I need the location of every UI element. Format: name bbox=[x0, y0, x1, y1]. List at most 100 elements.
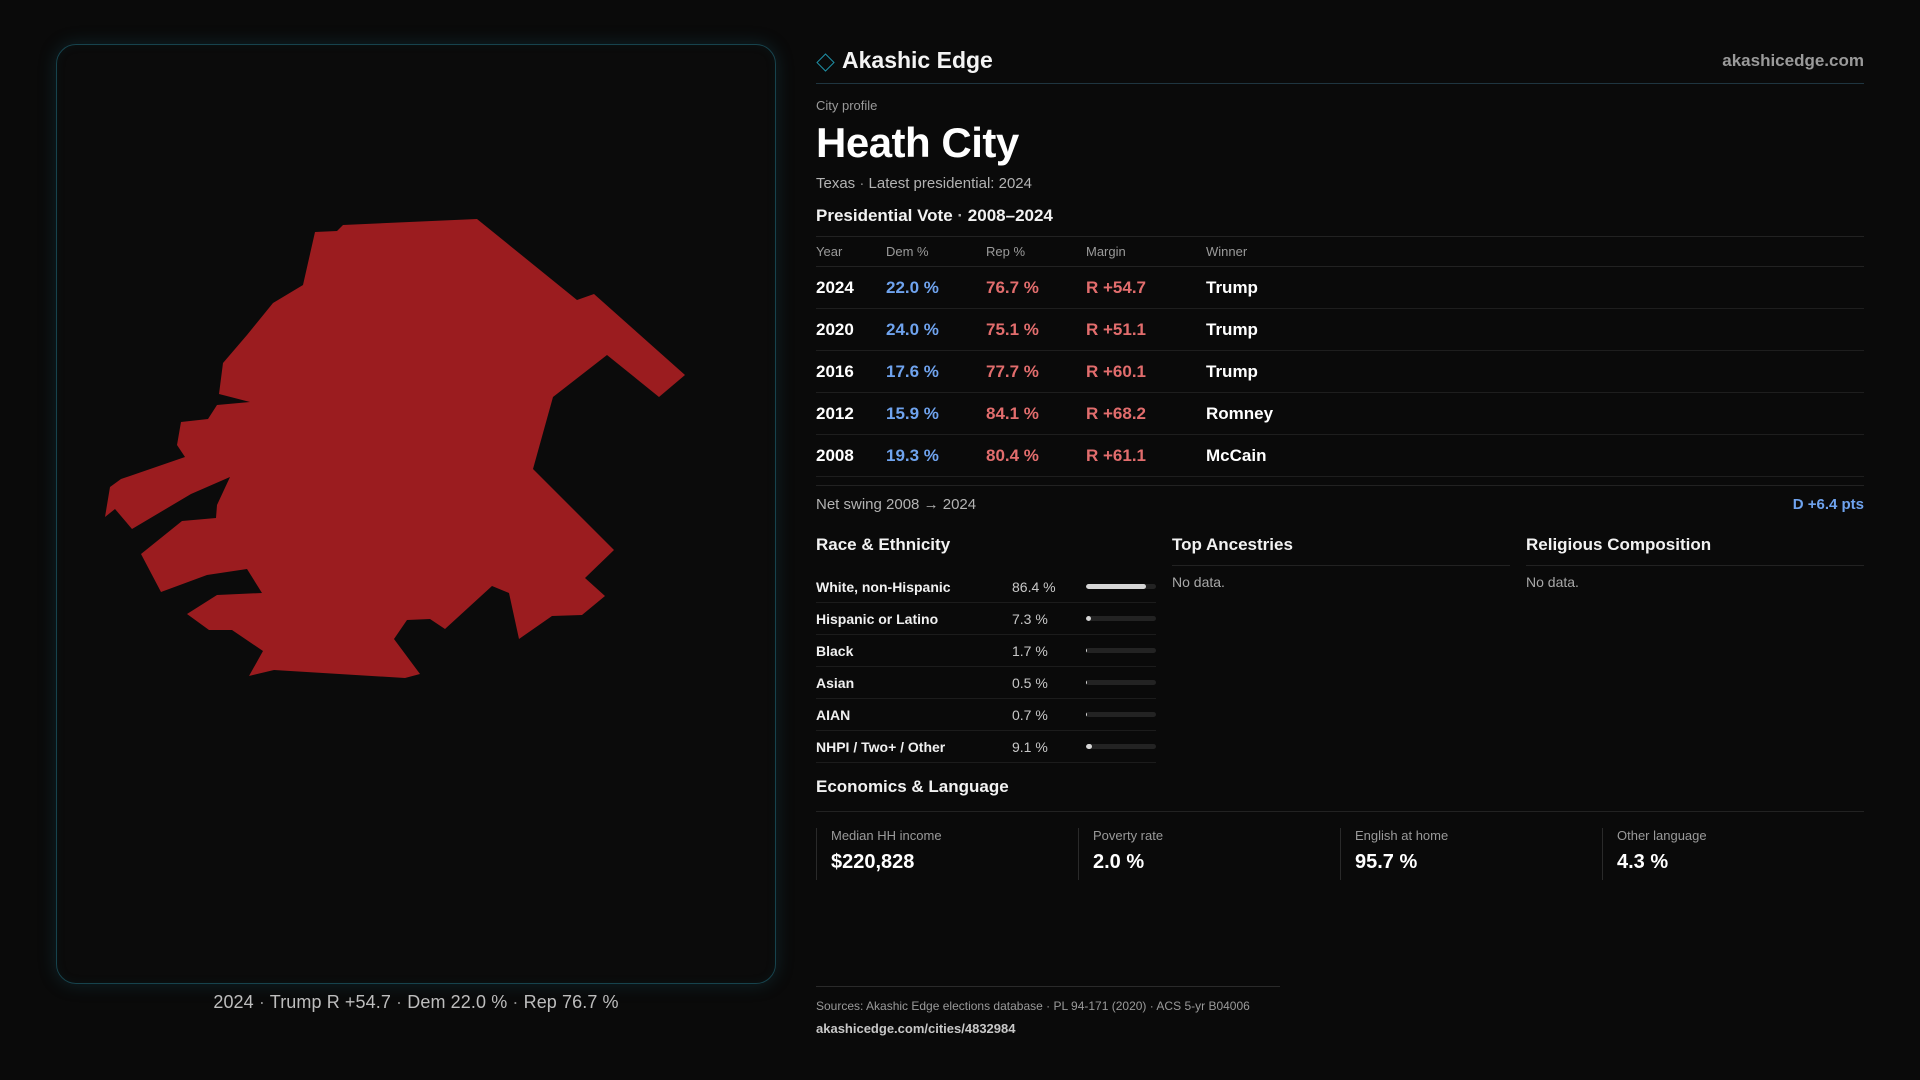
city-info-panel: Akashic Edge akashicedge.com City profil… bbox=[816, 44, 1864, 880]
race-bar bbox=[1086, 616, 1156, 621]
stat-label: Other language bbox=[1617, 828, 1707, 843]
page-title: Heath City bbox=[816, 119, 1019, 166]
economics-cards: Median HH income $220,828 Poverty rate 2… bbox=[816, 828, 1864, 880]
stat-value: 2.0 % bbox=[1093, 851, 1145, 873]
sources-footer: Sources: Akashic Edge elections database… bbox=[816, 986, 1280, 1036]
race-row: AIAN 0.7 % bbox=[816, 699, 1156, 731]
race-bar bbox=[1086, 744, 1156, 749]
page-subtitle: Texas · Latest presidential: 2024 bbox=[816, 175, 1032, 192]
table-row: 2012 15.9 % 84.1 % R +68.2 Romney bbox=[816, 392, 1864, 435]
stat-label: English at home bbox=[1355, 828, 1449, 843]
top-ancestries-title: Top Ancestries bbox=[1172, 535, 1510, 566]
row-rep: 80.4 % bbox=[986, 434, 1086, 477]
row-dem: 19.3 % bbox=[886, 434, 986, 477]
caption-winner-margin: Trump R +54.7 bbox=[269, 992, 391, 1012]
stat-label: Poverty rate bbox=[1093, 828, 1164, 843]
ancestries-empty-text: No data. bbox=[1172, 574, 1225, 590]
row-dem: 24.0 % bbox=[886, 308, 986, 351]
race-ethnicity-block: Race & Ethnicity White, non-Hispanic 86.… bbox=[816, 535, 1156, 763]
net-swing-value: D +6.4 pts bbox=[1792, 496, 1864, 513]
race-bar-fill bbox=[1086, 744, 1093, 749]
net-swing-row: Net swing 2008 → 2024 D +6.4 pts bbox=[816, 485, 1864, 513]
vote-range: 2008–2024 bbox=[967, 206, 1053, 225]
race-label: Asian bbox=[816, 674, 855, 691]
race-value: 0.5 % bbox=[1012, 674, 1048, 691]
city-map-panel bbox=[56, 44, 776, 984]
city-page-link[interactable]: akashicedge.com/cities/4832984 bbox=[816, 1021, 1016, 1036]
caption-rep: Rep 76.7 % bbox=[523, 992, 619, 1012]
race-row: White, non-Hispanic 86.4 % bbox=[816, 571, 1156, 603]
row-year: 2024 bbox=[816, 266, 886, 309]
vote-section-title: Presidential Vote · 2008–2024 bbox=[816, 206, 1053, 225]
religious-composition-block: Religious Composition No data. bbox=[1526, 535, 1864, 763]
religious-composition-title: Religious Composition bbox=[1526, 535, 1864, 566]
table-row: 2008 19.3 % 80.4 % R +61.1 McCain bbox=[816, 434, 1864, 477]
poverty-rate-card: Poverty rate 2.0 % bbox=[1078, 828, 1340, 880]
race-value: 1.7 % bbox=[1012, 642, 1048, 659]
column-header-winner: Winner bbox=[1206, 236, 1864, 267]
table-row: 2016 17.6 % 77.7 % R +60.1 Trump bbox=[816, 350, 1864, 393]
caption-year: 2024 bbox=[213, 992, 254, 1012]
row-margin: R +68.2 bbox=[1086, 392, 1206, 435]
row-year: 2020 bbox=[816, 308, 886, 351]
row-winner: McCain bbox=[1206, 434, 1864, 477]
race-bar bbox=[1086, 680, 1156, 685]
median-income-card: Median HH income $220,828 bbox=[816, 828, 1078, 880]
latest-election: Latest presidential: 2024 bbox=[868, 175, 1032, 192]
english-at-home-card: English at home 95.7 % bbox=[1340, 828, 1602, 880]
stat-value: 4.3 % bbox=[1617, 851, 1669, 873]
race-label: Black bbox=[816, 642, 854, 659]
row-dem: 15.9 % bbox=[886, 392, 986, 435]
race-row: Hispanic or Latino 7.3 % bbox=[816, 603, 1156, 635]
brand-header: Akashic Edge akashicedge.com bbox=[816, 44, 1864, 84]
race-row: Black 1.7 % bbox=[816, 635, 1156, 667]
race-row: Asian 0.5 % bbox=[816, 667, 1156, 699]
religion-empty-text: No data. bbox=[1526, 574, 1579, 590]
top-ancestries-block: Top Ancestries No data. bbox=[1172, 535, 1510, 763]
row-rep: 75.1 % bbox=[986, 308, 1086, 351]
race-bar-fill bbox=[1086, 584, 1147, 589]
diamond-logo-icon bbox=[816, 53, 835, 72]
row-year: 2012 bbox=[816, 392, 886, 435]
table-row: 2020 24.0 % 75.1 % R +51.1 Trump bbox=[816, 308, 1864, 351]
race-value: 0.7 % bbox=[1012, 706, 1048, 723]
race-row: NHPI / Two+ / Other 9.1 % bbox=[816, 731, 1156, 763]
row-rep: 77.7 % bbox=[986, 350, 1086, 393]
economics-title: Economics & Language bbox=[816, 777, 1864, 812]
row-margin: R +54.7 bbox=[1086, 266, 1206, 309]
row-winner: Romney bbox=[1206, 392, 1864, 435]
page-eyebrow: City profile bbox=[816, 98, 878, 113]
row-winner: Trump bbox=[1206, 350, 1864, 393]
brand-name: Akashic Edge bbox=[842, 47, 993, 73]
row-year: 2008 bbox=[816, 434, 886, 477]
caption-dem: Dem 22.0 % bbox=[407, 992, 508, 1012]
brand[interactable]: Akashic Edge bbox=[816, 47, 993, 74]
race-value: 9.1 % bbox=[1012, 738, 1048, 755]
row-dem: 17.6 % bbox=[886, 350, 986, 393]
table-row: 2024 22.0 % 76.7 % R +54.7 Trump bbox=[816, 266, 1864, 309]
net-swing-label: Net swing 2008 → 2024 bbox=[816, 496, 977, 513]
city-boundary-shape bbox=[105, 219, 685, 678]
stat-value: 95.7 % bbox=[1355, 851, 1418, 873]
other-language-card: Other language 4.3 % bbox=[1602, 828, 1864, 880]
race-label: White, non-Hispanic bbox=[816, 578, 951, 595]
stat-value: $220,828 bbox=[831, 851, 915, 873]
race-label: Hispanic or Latino bbox=[816, 610, 939, 627]
race-bar-fill bbox=[1086, 616, 1092, 621]
presidential-vote-table: Year Dem % Rep % Margin Winner 2024 22.0… bbox=[816, 236, 1864, 477]
row-margin: R +51.1 bbox=[1086, 308, 1206, 351]
race-ethnicity-list: White, non-Hispanic 86.4 % Hispanic or L… bbox=[816, 571, 1156, 763]
race-bar-fill bbox=[1086, 680, 1088, 685]
brand-url-link[interactable]: akashicedge.com bbox=[1722, 50, 1864, 70]
row-year: 2016 bbox=[816, 350, 886, 393]
race-bar bbox=[1086, 584, 1156, 589]
row-margin: R +60.1 bbox=[1086, 350, 1206, 393]
race-value: 7.3 % bbox=[1012, 610, 1048, 627]
row-winner: Trump bbox=[1206, 308, 1864, 351]
race-bar-fill bbox=[1086, 712, 1088, 717]
column-header-year: Year bbox=[816, 236, 886, 267]
row-margin: R +61.1 bbox=[1086, 434, 1206, 477]
demographics-section: Race & Ethnicity White, non-Hispanic 86.… bbox=[816, 535, 1864, 763]
race-bar-fill bbox=[1086, 648, 1088, 653]
race-ethnicity-title: Race & Ethnicity bbox=[816, 535, 951, 554]
